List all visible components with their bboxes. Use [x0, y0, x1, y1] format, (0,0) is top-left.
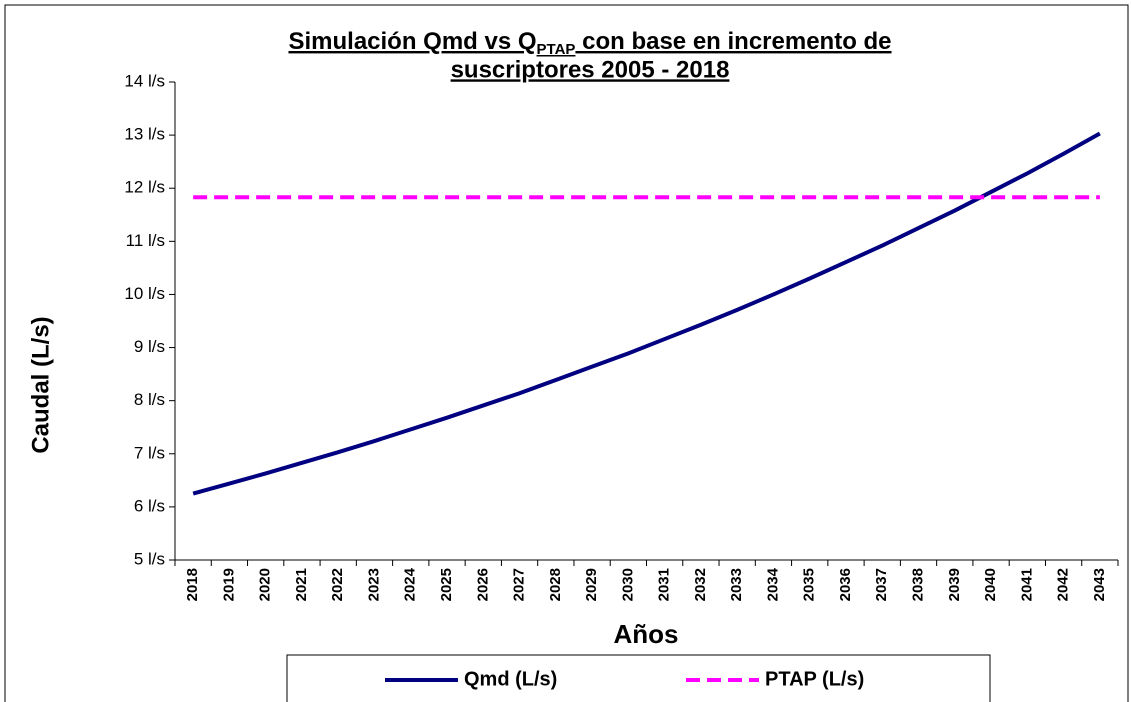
title-part: con base en incremento de — [575, 28, 891, 55]
title-subscript: PTAP — [537, 41, 576, 58]
x-tick-label: 2024 — [402, 567, 419, 601]
y-tick-label: 12 l/s — [124, 178, 165, 197]
y-tick-label: 6 l/s — [134, 496, 165, 515]
x-tick-label: 2033 — [728, 568, 745, 601]
x-tick-label: 2040 — [982, 568, 999, 601]
x-tick-label: 2042 — [1055, 568, 1072, 601]
x-tick-label: 2022 — [329, 568, 346, 601]
chart-title: suscriptores 2005 - 2018 — [451, 56, 730, 83]
x-tick-label: 2018 — [184, 568, 201, 601]
y-axis-label: Caudal (L/s) — [27, 316, 54, 453]
y-tick-label: 10 l/s — [124, 284, 165, 303]
x-tick-label: 2021 — [293, 568, 310, 601]
x-tick-label: 2036 — [837, 568, 854, 601]
x-tick-label: 2034 — [764, 567, 781, 601]
x-tick-label: 2026 — [474, 568, 491, 601]
x-tick-label: 2041 — [1018, 568, 1035, 601]
x-tick-label: 2039 — [946, 568, 963, 601]
x-tick-label: 2030 — [619, 568, 636, 601]
x-tick-label: 2035 — [801, 568, 818, 601]
y-tick-label: 8 l/s — [134, 390, 165, 409]
x-tick-label: 2043 — [1091, 568, 1108, 601]
x-tick-label: 2037 — [873, 568, 890, 601]
y-tick-label: 7 l/s — [134, 443, 165, 462]
x-tick-label: 2029 — [583, 568, 600, 601]
x-tick-label: 2038 — [909, 568, 926, 601]
x-tick-label: 2031 — [656, 568, 673, 601]
x-tick-label: 2019 — [220, 568, 237, 601]
y-tick-label: 13 l/s — [124, 125, 165, 144]
x-axis-label: Años — [614, 619, 679, 649]
x-tick-label: 2032 — [692, 568, 709, 601]
x-tick-label: 2020 — [257, 568, 274, 601]
x-tick-label: 2027 — [511, 568, 528, 601]
title-part: Simulación Qmd vs Q — [288, 28, 536, 55]
chart-frame — [4, 4, 1129, 702]
x-tick-label: 2023 — [365, 568, 382, 601]
y-tick-label: 14 l/s — [124, 71, 165, 90]
legend-label: Qmd (L/s) — [464, 668, 557, 690]
y-tick-label: 11 l/s — [126, 231, 165, 250]
chart-title: Simulación Qmd vs QPTAP con base en incr… — [288, 28, 891, 58]
legend-label: PTAP (L/s) — [765, 668, 864, 690]
x-tick-label: 2025 — [438, 568, 455, 601]
x-tick-label: 2028 — [547, 568, 564, 601]
y-tick-label: 5 l/s — [134, 549, 165, 568]
series-line — [192, 131, 1101, 496]
y-tick-label: 9 l/s — [134, 337, 165, 356]
